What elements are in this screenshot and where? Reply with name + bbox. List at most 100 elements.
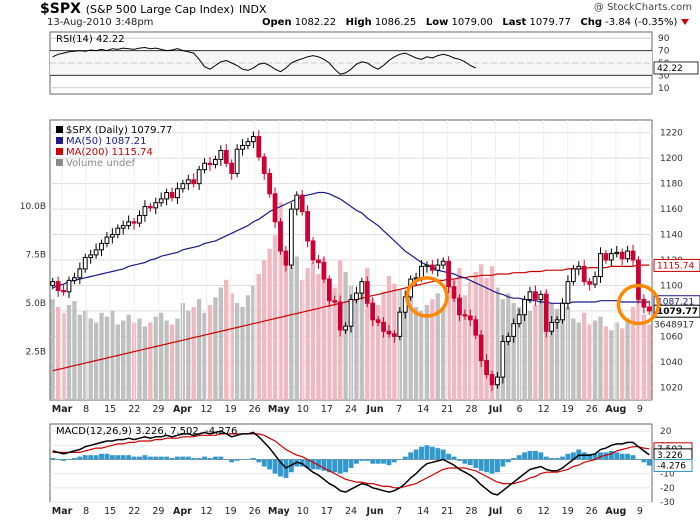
macd-histogram-bar <box>207 458 213 460</box>
legend-label: MA(50) 1087.21 <box>66 136 147 147</box>
macd-histogram-bar <box>359 459 365 461</box>
candle-body <box>185 179 191 185</box>
macd-histogram-bar <box>180 456 186 460</box>
volume-bar <box>262 260 267 400</box>
macd-histogram-bar <box>370 459 376 464</box>
chart-title: $SPX (S&P 500 Large Cap Index) INDX <box>40 1 267 17</box>
volume-tick-label: 7.5B <box>26 251 47 261</box>
macd-tick-label: -10 <box>660 470 675 480</box>
macd-histogram-bar <box>549 458 555 460</box>
macd-histogram-bar <box>348 459 354 468</box>
price-tick-label: 1180 <box>660 180 683 190</box>
macd-histogram-bar <box>440 449 446 460</box>
candle-body <box>522 298 527 316</box>
candle-body <box>77 268 83 279</box>
price-date-label: 26 <box>586 404 598 415</box>
volume-bar <box>647 324 652 400</box>
volume-bar <box>381 291 386 400</box>
macd-histogram-bar <box>451 456 457 460</box>
candle-body <box>218 150 224 160</box>
volume-bar <box>207 305 213 400</box>
macd-histogram-bar <box>343 459 349 473</box>
volume-bar <box>115 324 120 400</box>
candle-body <box>316 259 321 264</box>
highlight-ring-august <box>616 283 661 326</box>
candle-body <box>560 302 565 321</box>
macd-histogram-bar <box>223 459 229 460</box>
stock-chart[interactable]: 9070503010RSI(14) 42.2242.22122012001180… <box>0 28 700 530</box>
macd-histogram-bar <box>435 448 441 460</box>
macd-histogram-bar <box>115 455 121 460</box>
legend-swatch <box>56 159 63 166</box>
brand-label[interactable]: @ StockCharts.com <box>593 2 692 13</box>
macd-histogram-bar <box>592 453 598 460</box>
macd-histogram-bar <box>532 450 538 460</box>
volume-bar <box>272 235 278 400</box>
macd-histogram-bar <box>93 455 99 460</box>
volume-bar <box>592 320 598 400</box>
rsi-tick-label: 70 <box>658 47 670 57</box>
candle-body <box>348 298 354 327</box>
macd-histogram-bar <box>305 459 311 468</box>
price-date-label: 12 <box>538 404 550 415</box>
volume-bar <box>544 291 549 400</box>
candle-body <box>310 240 316 261</box>
legend-swatch <box>56 126 63 133</box>
candle-body <box>598 253 603 278</box>
price-tick-label: 1140 <box>660 231 683 241</box>
macd-histogram-bar <box>321 459 327 471</box>
candle-body <box>120 225 126 229</box>
macd-histogram-bar <box>500 459 506 467</box>
macd-histogram-bar <box>565 453 571 460</box>
volume-bar <box>630 306 636 400</box>
candle-body <box>153 202 159 209</box>
macd-histogram-bar <box>641 459 647 463</box>
candle-body <box>581 265 587 283</box>
candle-body <box>424 264 430 267</box>
high-label: High <box>345 17 372 28</box>
macd-histogram-bar <box>267 459 273 470</box>
candle-body <box>516 314 522 325</box>
volume-bar <box>397 289 402 400</box>
macd-date-label: 19 <box>562 506 574 517</box>
macd-histogram-bar <box>614 452 620 460</box>
macd-histogram-bar <box>104 453 110 460</box>
volume-bar <box>359 281 365 400</box>
macd-histogram-bar <box>137 456 142 460</box>
volume-bar <box>186 310 191 400</box>
macd-histogram-bar <box>543 456 549 460</box>
candle-body <box>500 340 506 378</box>
price-tick-label: 1060 <box>660 332 683 342</box>
macd-histogram-bar <box>337 459 343 474</box>
candle-body <box>451 286 457 299</box>
macd-last-box <box>653 459 693 473</box>
candle-body <box>549 321 555 332</box>
macd-histogram-bar <box>147 456 153 460</box>
price-date-label: 7 <box>396 404 402 415</box>
macd-histogram-bar <box>256 459 262 463</box>
macd-histogram-bar <box>489 459 495 474</box>
price-date-label: 19 <box>562 404 574 415</box>
ma50-line <box>52 191 650 304</box>
candle-body <box>175 188 180 199</box>
macd-histogram-bar <box>332 459 338 473</box>
candle-body <box>630 250 636 261</box>
candle-body <box>82 256 88 270</box>
macd-histogram-bar <box>50 458 56 460</box>
candle-body <box>213 158 218 166</box>
volume-bar <box>365 268 370 400</box>
price-tick-label: 1100 <box>660 281 683 291</box>
macd-date-label: 22 <box>128 506 140 517</box>
macd-histogram-bar <box>61 459 66 461</box>
candle-body <box>61 290 66 293</box>
macd-histogram-bar <box>397 459 403 460</box>
macd-histogram-bar <box>429 446 435 460</box>
macd-histogram-bar <box>261 459 267 467</box>
candle-body <box>576 265 582 270</box>
macd-histogram-bar <box>218 456 224 460</box>
macd-date-label: 9 <box>637 506 643 517</box>
candle-body <box>532 291 538 300</box>
macd-histogram-bar <box>646 459 652 466</box>
volume-bar <box>435 293 440 400</box>
macd-histogram-bar <box>164 456 170 460</box>
